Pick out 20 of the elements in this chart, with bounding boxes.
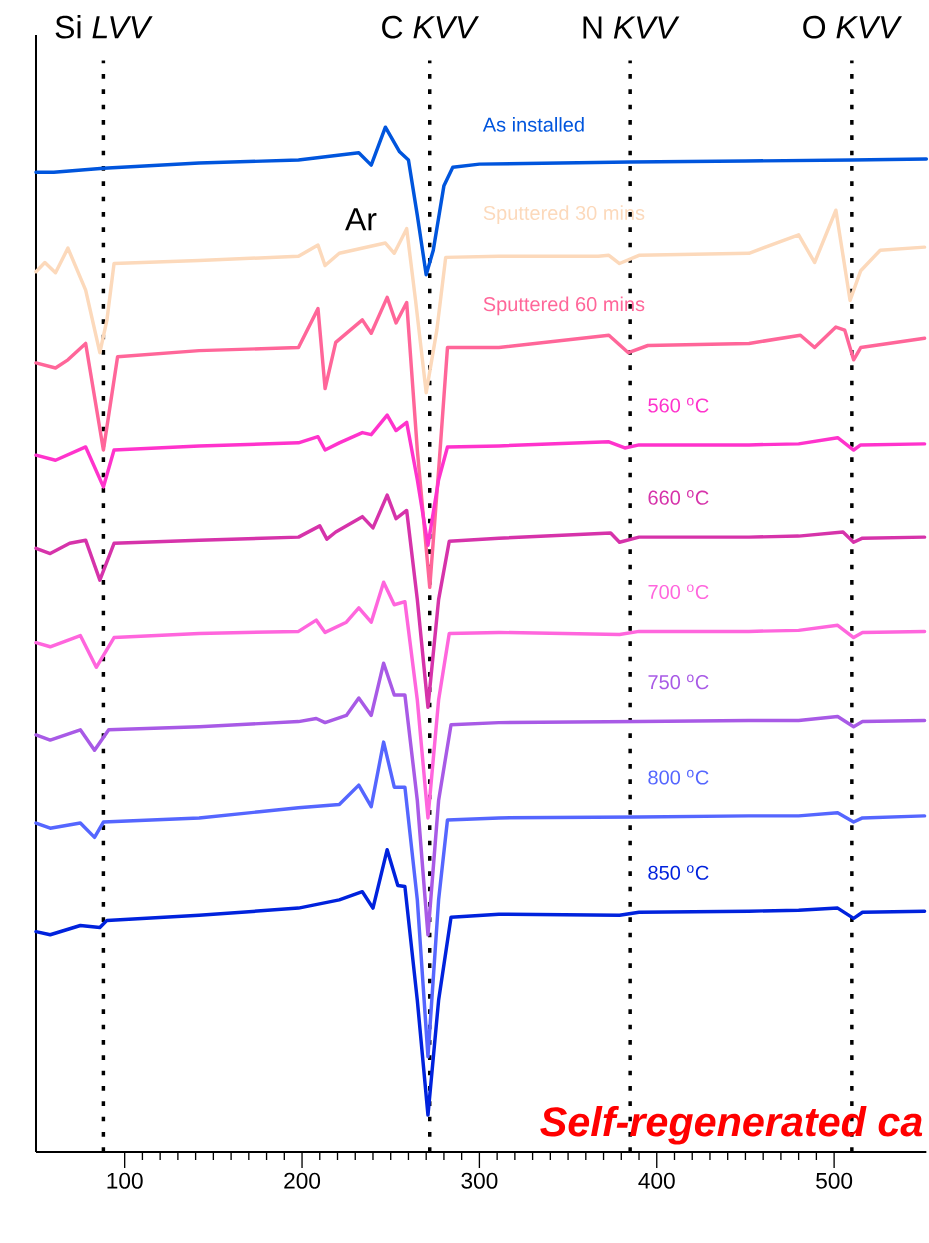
- ref-line-label: C KVV: [382, 15, 479, 39]
- x-tick-label: 300: [461, 1172, 498, 1189]
- x-tick-label: 500: [816, 1172, 853, 1189]
- series-label: 750 $^{o}$C: [648, 674, 709, 690]
- series-label: Sputtered 60 mins: [483, 296, 645, 316]
- annotation: Self-regenerated ca: [540, 1106, 923, 1145]
- x-tick-label: 200: [284, 1172, 321, 1189]
- series-label: 850 $^{o}$C: [648, 865, 709, 880]
- series-label: Sputtered 30 mins: [483, 205, 645, 224]
- x-tick-label: 100: [107, 1172, 143, 1189]
- series-label: 660 $^{o}$C: [648, 490, 709, 505]
- series-label: As installed: [482, 117, 584, 132]
- series-label: 560 $^{o}$C: [648, 397, 709, 413]
- ref-line-label: N KVV: [583, 16, 680, 39]
- ref-line-label: Si LVV: [55, 15, 153, 39]
- annotation: Ar: [345, 208, 377, 231]
- ref-line-label: O KVV: [803, 15, 902, 39]
- series-label: 800 $^{o}$C: [648, 769, 709, 785]
- series-label: 700 $^{o}$C: [648, 584, 709, 600]
- x-tick-label: 400: [638, 1172, 675, 1189]
